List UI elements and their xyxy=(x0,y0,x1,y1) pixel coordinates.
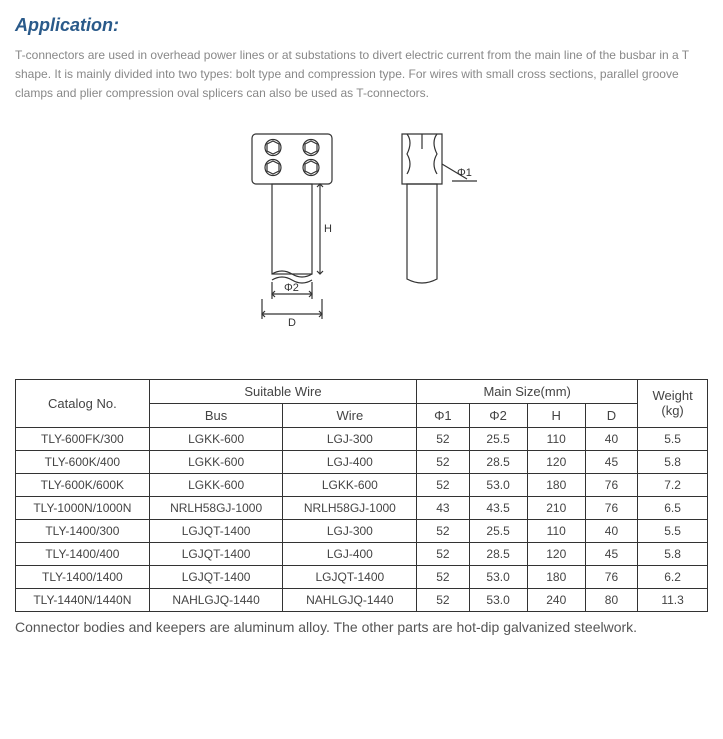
section-title: Application: xyxy=(15,15,708,36)
cell-wire: LGJ-400 xyxy=(283,542,417,565)
spec-table-body: TLY-600FK/300LGKK-600LGJ-3005225.5110405… xyxy=(16,427,708,611)
th-weight: Weight (kg) xyxy=(638,379,708,427)
cell-d: 76 xyxy=(585,473,637,496)
cell-h: 120 xyxy=(527,542,585,565)
cell-wire: LGJ-300 xyxy=(283,519,417,542)
spec-table: Catalog No. Suitable Wire Main Size(mm) … xyxy=(15,379,708,612)
cell-bus: LGJQT-1400 xyxy=(149,542,283,565)
cell-weight: 5.8 xyxy=(638,542,708,565)
cell-phi2: 28.5 xyxy=(469,450,527,473)
th-main-size: Main Size(mm) xyxy=(417,379,638,403)
cell-phi1: 52 xyxy=(417,588,469,611)
cell-phi2: 53.0 xyxy=(469,565,527,588)
th-catalog: Catalog No. xyxy=(16,379,150,427)
table-row: TLY-1400/400LGJQT-1400LGJ-4005228.512045… xyxy=(16,542,708,565)
th-wire: Wire xyxy=(283,403,417,427)
table-row: TLY-1400/300LGJQT-1400LGJ-3005225.511040… xyxy=(16,519,708,542)
cell-catalog: TLY-1400/1400 xyxy=(16,565,150,588)
diagram-area: H Φ2 D Φ1 xyxy=(15,124,708,349)
cell-d: 76 xyxy=(585,496,637,519)
cell-h: 110 xyxy=(527,519,585,542)
cell-phi2: 43.5 xyxy=(469,496,527,519)
cell-catalog: TLY-600FK/300 xyxy=(16,427,150,450)
cell-bus: LGJQT-1400 xyxy=(149,565,283,588)
cell-weight: 11.3 xyxy=(638,588,708,611)
th-h: H xyxy=(527,403,585,427)
cell-phi2: 25.5 xyxy=(469,519,527,542)
dim-h-label: H xyxy=(324,223,332,235)
cell-catalog: TLY-600K/400 xyxy=(16,450,150,473)
cell-catalog: TLY-1400/300 xyxy=(16,519,150,542)
dim-phi2-label: Φ2 xyxy=(284,282,299,294)
th-suitable-wire: Suitable Wire xyxy=(149,379,416,403)
cell-bus: LGKK-600 xyxy=(149,450,283,473)
th-phi1: Φ1 xyxy=(417,403,469,427)
th-phi2: Φ2 xyxy=(469,403,527,427)
cell-wire: LGJ-300 xyxy=(283,427,417,450)
cell-bus: LGKK-600 xyxy=(149,427,283,450)
table-row: TLY-1400/1400LGJQT-1400LGJQT-14005253.01… xyxy=(16,565,708,588)
cell-h: 110 xyxy=(527,427,585,450)
cell-bus: NAHLGJQ-1440 xyxy=(149,588,283,611)
cell-h: 240 xyxy=(527,588,585,611)
cell-wire: NRLH58GJ-1000 xyxy=(283,496,417,519)
cell-phi1: 52 xyxy=(417,473,469,496)
cell-wire: LGJQT-1400 xyxy=(283,565,417,588)
table-row: TLY-1440N/1440NNAHLGJQ-1440NAHLGJQ-14405… xyxy=(16,588,708,611)
cell-h: 180 xyxy=(527,565,585,588)
cell-bus: NRLH58GJ-1000 xyxy=(149,496,283,519)
cell-h: 120 xyxy=(527,450,585,473)
cell-h: 180 xyxy=(527,473,585,496)
cell-d: 45 xyxy=(585,450,637,473)
cell-bus: LGKK-600 xyxy=(149,473,283,496)
cell-d: 45 xyxy=(585,542,637,565)
cell-catalog: TLY-1440N/1440N xyxy=(16,588,150,611)
cell-phi1: 52 xyxy=(417,427,469,450)
cell-weight: 5.5 xyxy=(638,427,708,450)
th-d: D xyxy=(585,403,637,427)
cell-catalog: TLY-1400/400 xyxy=(16,542,150,565)
cell-weight: 6.5 xyxy=(638,496,708,519)
table-row: TLY-600FK/300LGKK-600LGJ-3005225.5110405… xyxy=(16,427,708,450)
cell-phi1: 52 xyxy=(417,519,469,542)
cell-catalog: TLY-600K/600K xyxy=(16,473,150,496)
cell-phi2: 53.0 xyxy=(469,473,527,496)
cell-wire: LGKK-600 xyxy=(283,473,417,496)
connector-diagram: H Φ2 D Φ1 xyxy=(212,124,512,344)
table-row: TLY-600K/600KLGKK-600LGKK-6005253.018076… xyxy=(16,473,708,496)
cell-weight: 6.2 xyxy=(638,565,708,588)
cell-d: 80 xyxy=(585,588,637,611)
cell-d: 76 xyxy=(585,565,637,588)
table-row: TLY-600K/400LGKK-600LGJ-4005228.5120455.… xyxy=(16,450,708,473)
cell-weight: 7.2 xyxy=(638,473,708,496)
cell-wire: NAHLGJQ-1440 xyxy=(283,588,417,611)
th-bus: Bus xyxy=(149,403,283,427)
dim-d-label: D xyxy=(288,317,296,329)
description-text: T-connectors are used in overhead power … xyxy=(15,46,708,104)
cell-phi1: 43 xyxy=(417,496,469,519)
cell-phi2: 53.0 xyxy=(469,588,527,611)
cell-phi1: 52 xyxy=(417,542,469,565)
cell-d: 40 xyxy=(585,427,637,450)
cell-catalog: TLY-1000N/1000N xyxy=(16,496,150,519)
cell-h: 210 xyxy=(527,496,585,519)
table-row: TLY-1000N/1000NNRLH58GJ-1000NRLH58GJ-100… xyxy=(16,496,708,519)
cell-wire: LGJ-400 xyxy=(283,450,417,473)
cell-phi2: 28.5 xyxy=(469,542,527,565)
cell-phi1: 52 xyxy=(417,565,469,588)
dim-phi1-label: Φ1 xyxy=(457,167,472,179)
cell-phi2: 25.5 xyxy=(469,427,527,450)
cell-weight: 5.8 xyxy=(638,450,708,473)
cell-phi1: 52 xyxy=(417,450,469,473)
cell-weight: 5.5 xyxy=(638,519,708,542)
footer-note: Connector bodies and keepers are aluminu… xyxy=(15,618,708,638)
cell-bus: LGJQT-1400 xyxy=(149,519,283,542)
cell-d: 40 xyxy=(585,519,637,542)
